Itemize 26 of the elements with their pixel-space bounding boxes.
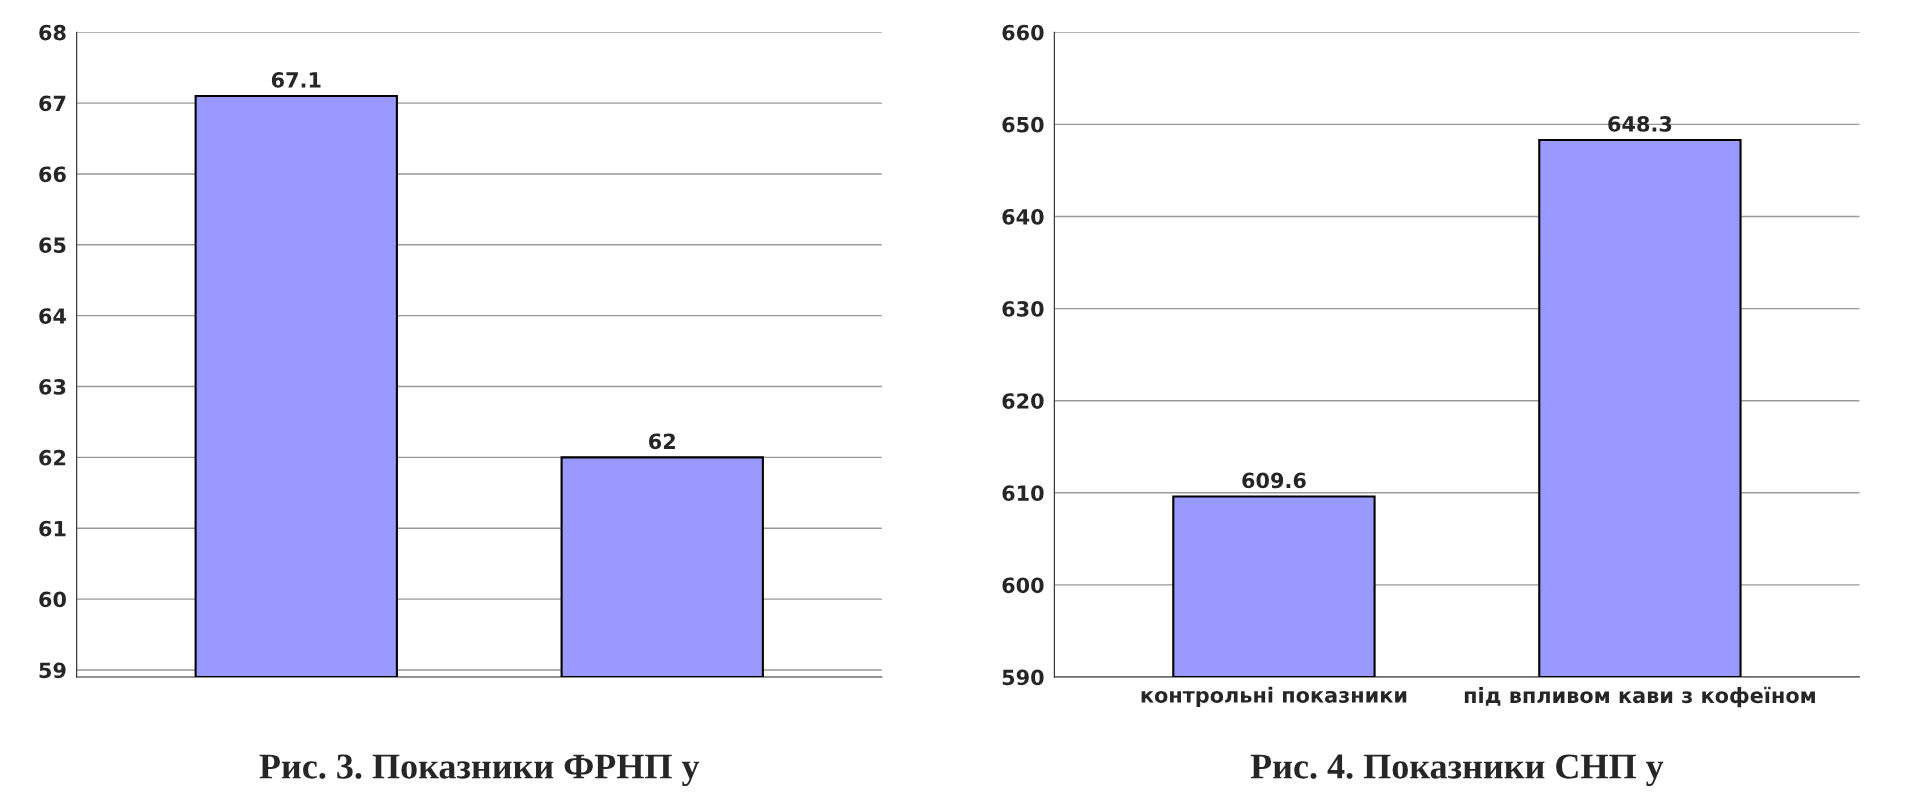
y-tick-label: 66 <box>39 166 66 183</box>
data-label: 62 <box>649 433 675 450</box>
y-tick-label: 660 <box>1002 24 1044 41</box>
data-label: 648.3 <box>1608 116 1672 132</box>
data-label: 67.1 <box>271 72 321 88</box>
y-tick-label: 60 <box>39 591 66 608</box>
y-tick-label: 65 <box>39 237 66 254</box>
text: Рис. 3. Показники ФРНП у <box>259 754 700 787</box>
y-tick-label: 67 <box>39 95 66 112</box>
y-tick-label: 59 <box>39 662 66 679</box>
x-tick-label: контрольні показники <box>1141 686 1407 707</box>
data-label: 609.6 <box>1242 472 1306 489</box>
y-tick-label: 630 <box>1002 301 1044 317</box>
y-tick-label: 650 <box>1002 116 1044 133</box>
y-tick-label: 61 <box>39 520 66 537</box>
y-tick-label: 640 <box>1002 208 1044 225</box>
y-tick-label: 64 <box>39 308 66 324</box>
y-tick-label: 600 <box>1002 577 1044 594</box>
y-tick-label: 62 <box>39 449 66 466</box>
y-tick-label: 68 <box>39 24 66 41</box>
x-tick-label: під впливом кави з кофеїном <box>1464 686 1815 708</box>
y-tick-label: 63 <box>39 378 66 395</box>
y-tick-label: 610 <box>1002 485 1044 502</box>
y-tick-label: 620 <box>1002 393 1044 409</box>
text: Рис. 4. Показники СНП у <box>1250 754 1664 787</box>
y-tick-label: 590 <box>1002 669 1044 686</box>
